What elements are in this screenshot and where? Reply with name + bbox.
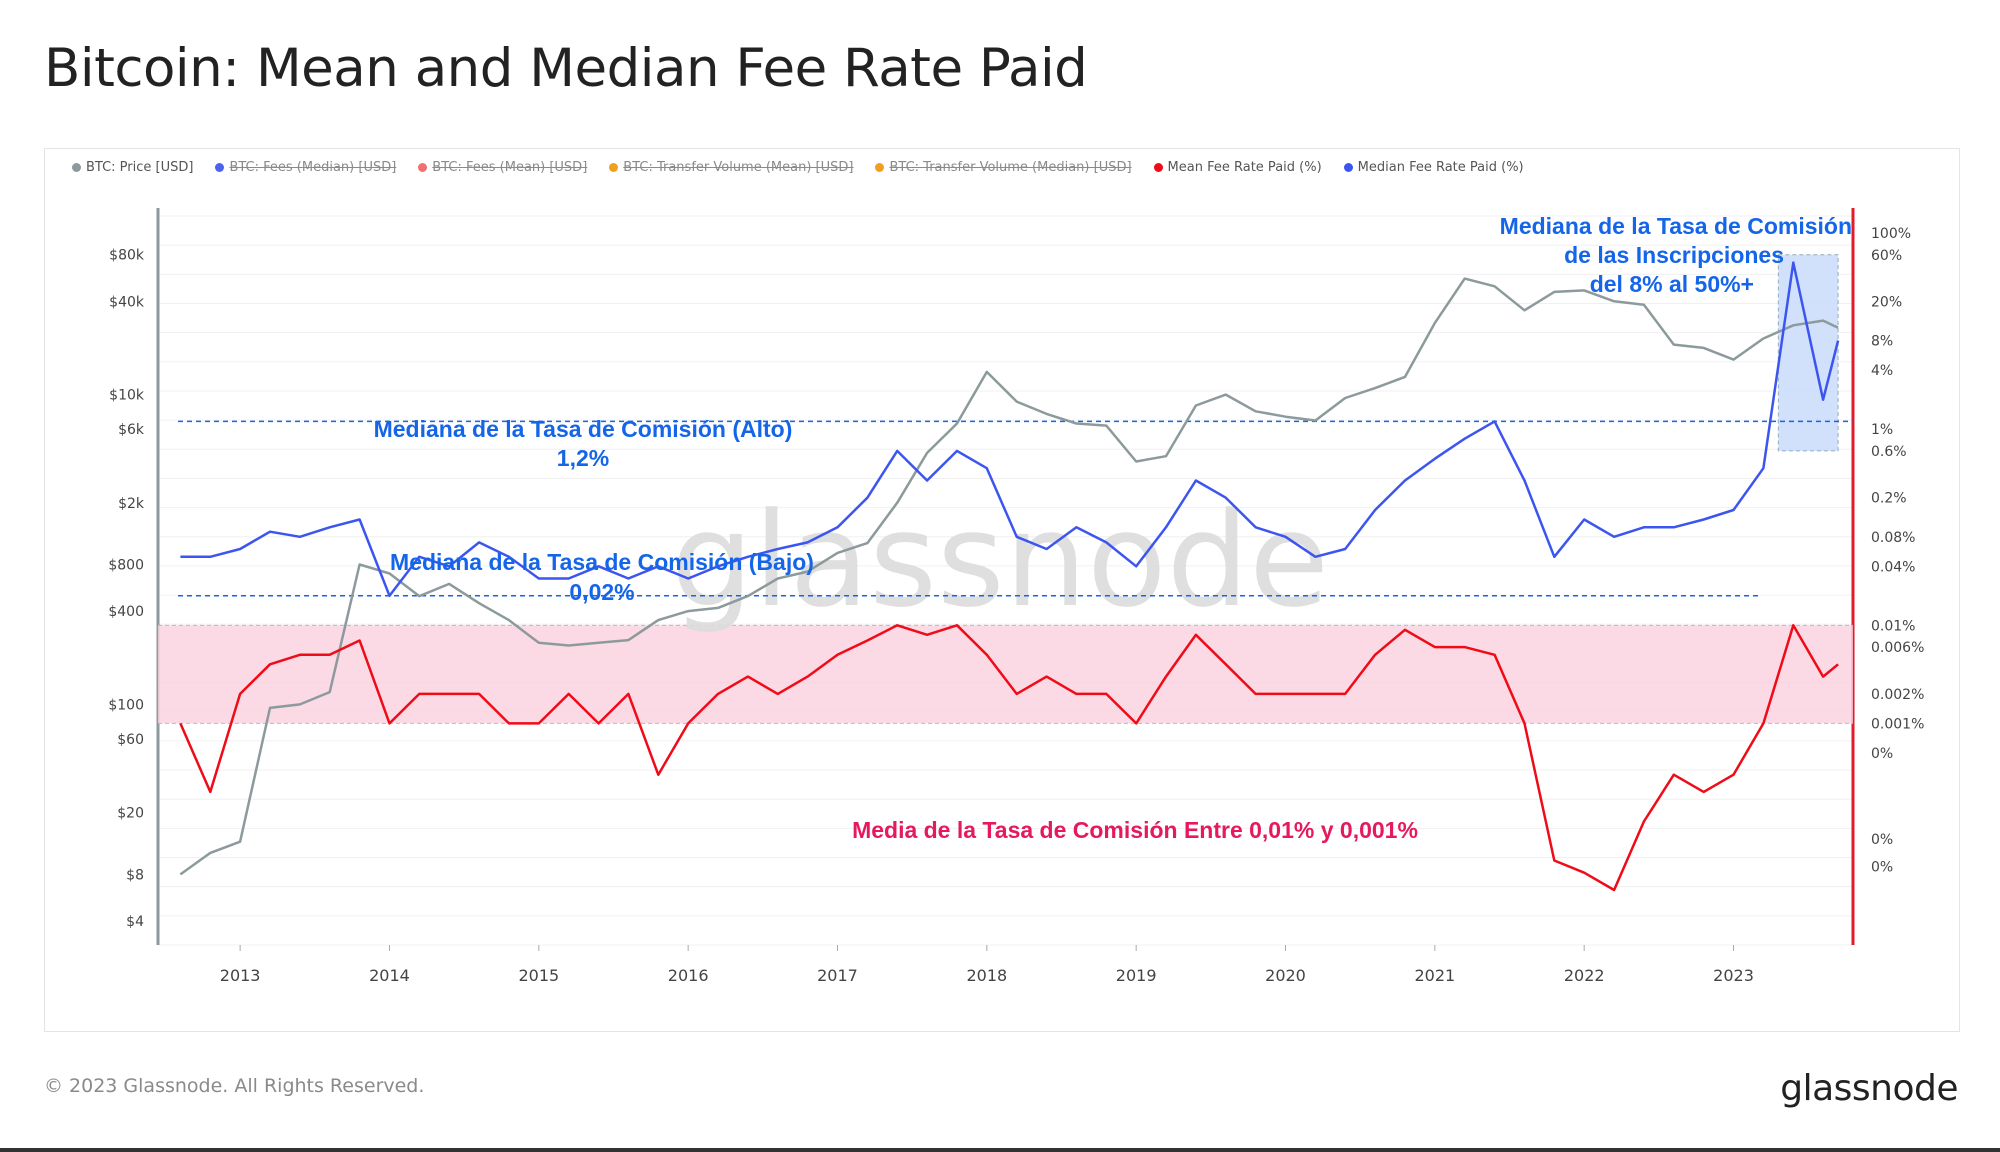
right-tick-label: 0.6% bbox=[1871, 444, 1907, 460]
right-tick-label: 0.2% bbox=[1871, 491, 1907, 507]
legend-dot-icon bbox=[1153, 163, 1163, 172]
left-tick-label: $800 bbox=[108, 558, 144, 574]
x-tick-label: 2021 bbox=[1414, 966, 1455, 985]
right-tick-label: 8% bbox=[1871, 334, 1893, 350]
x-tick-label: 2013 bbox=[220, 966, 261, 985]
x-tick-label: 2018 bbox=[966, 966, 1007, 985]
legend-dot-icon bbox=[609, 163, 619, 172]
legend-dot-icon bbox=[72, 163, 81, 172]
x-tick-label: 2015 bbox=[518, 966, 559, 985]
x-tick-label: 2017 bbox=[817, 966, 858, 985]
left-tick-label: $2k bbox=[118, 496, 145, 512]
left-tick-label: $100 bbox=[108, 697, 144, 713]
right-tick-label: 0% bbox=[1871, 746, 1893, 762]
right-tick-label: 0.001% bbox=[1871, 716, 1924, 732]
right-tick-label: 60% bbox=[1871, 248, 1902, 264]
legend-label: Mean Fee Rate Paid (%) bbox=[1167, 160, 1322, 175]
legend-dot-icon bbox=[875, 163, 885, 172]
legend-label: BTC: Price [USD] bbox=[86, 160, 194, 175]
right-tick-label: 20% bbox=[1871, 295, 1902, 311]
left-tick-label: $80k bbox=[109, 248, 145, 264]
inscriptions-label-line1: Mediana de la Tasa de Comisión bbox=[1500, 213, 1852, 239]
right-tick-label: 0.006% bbox=[1871, 640, 1924, 656]
legend-item-price[interactable]: BTC: Price [USD] bbox=[72, 160, 193, 175]
median-high-label: Mediana de la Tasa de Comisión (Alto) bbox=[374, 416, 793, 442]
left-tick-label: $20 bbox=[117, 806, 144, 822]
legend-item-fees-median[interactable]: BTC: Fees (Median) [USD] bbox=[215, 160, 396, 175]
left-tick-label: $6k bbox=[118, 422, 145, 438]
legend-item-volume-median[interactable]: BTC: Transfer Volume (Median) [USD] bbox=[875, 160, 1132, 175]
legend-label: Median Fee Rate Paid (%) bbox=[1357, 160, 1524, 175]
chart-legend: BTC: Price [USD] BTC: Fees (Median) [USD… bbox=[72, 160, 1524, 175]
x-tick-label: 2014 bbox=[369, 966, 410, 985]
bottom-rule bbox=[0, 1148, 2000, 1152]
inscriptions-label-line2: de las Inscripciones bbox=[1564, 242, 1784, 268]
legend-label: BTC: Transfer Volume (Mean) [USD] bbox=[623, 160, 854, 175]
median-low-label: Mediana de la Tasa de Comisión (Bajo) bbox=[390, 549, 814, 575]
right-tick-label: 1% bbox=[1871, 422, 1893, 438]
legend-label: BTC: Fees (Median) [USD] bbox=[229, 160, 397, 175]
legend-item-median-fee-rate[interactable]: Median Fee Rate Paid (%) bbox=[1343, 160, 1524, 175]
legend-item-mean-fee-rate[interactable]: Mean Fee Rate Paid (%) bbox=[1153, 160, 1322, 175]
page-title: Bitcoin: Mean and Median Fee Rate Paid bbox=[44, 38, 1088, 99]
left-tick-label: $60 bbox=[117, 732, 144, 748]
legend-label: BTC: Transfer Volume (Median) [USD] bbox=[889, 160, 1132, 175]
inscriptions-highlight-box bbox=[1777, 254, 1839, 452]
median-high-value: 1,2% bbox=[557, 445, 609, 471]
x-tick-label: 2019 bbox=[1116, 966, 1157, 985]
right-tick-label: 0.002% bbox=[1871, 687, 1924, 703]
mean-band-highlight bbox=[158, 625, 1853, 724]
x-tick-label: 2020 bbox=[1265, 966, 1306, 985]
price-series-line bbox=[179, 277, 1839, 876]
chart-frame bbox=[44, 148, 1960, 1032]
legend-dot-icon bbox=[1343, 163, 1353, 172]
right-tick-label: 0.08% bbox=[1871, 530, 1915, 546]
right-tick-label: 0.04% bbox=[1871, 559, 1915, 575]
x-tick-label: 2016 bbox=[668, 966, 709, 985]
x-tick-label: 2023 bbox=[1713, 966, 1754, 985]
mean-fee-rate-line bbox=[179, 624, 1839, 892]
median-fee-rate-line bbox=[180, 261, 1840, 598]
left-tick-label: $40k bbox=[109, 294, 145, 310]
legend-item-fees-mean[interactable]: BTC: Fees (Mean) [USD] bbox=[418, 160, 587, 175]
left-tick-label: $4 bbox=[126, 914, 144, 930]
legend-dot-icon bbox=[215, 163, 225, 172]
legend-dot-icon bbox=[418, 163, 428, 172]
left-tick-label: $10k bbox=[109, 388, 145, 404]
copyright-text: © 2023 Glassnode. All Rights Reserved. bbox=[44, 1075, 425, 1097]
right-tick-label: 0.01% bbox=[1871, 618, 1915, 634]
mean-band-label: Media de la Tasa de Comisión Entre 0,01%… bbox=[852, 817, 1418, 843]
left-tick-label: $400 bbox=[108, 604, 144, 620]
legend-label: BTC: Fees (Mean) [USD] bbox=[432, 160, 588, 175]
x-tick-label: 2022 bbox=[1564, 966, 1605, 985]
right-tick-label: 4% bbox=[1871, 363, 1893, 379]
glassnode-logo: glassnode bbox=[1780, 1068, 1958, 1109]
legend-item-volume-mean[interactable]: BTC: Transfer Volume (Mean) [USD] bbox=[609, 160, 853, 175]
inscriptions-label-line3: del 8% al 50%+ bbox=[1590, 271, 1754, 297]
right-tick-label: 0% bbox=[1871, 832, 1893, 848]
right-tick-label: 0% bbox=[1871, 859, 1893, 875]
watermark-text: glassnode bbox=[671, 484, 1329, 636]
right-tick-label: 100% bbox=[1871, 226, 1911, 242]
median-low-value: 0,02% bbox=[569, 579, 634, 605]
left-tick-label: $8 bbox=[126, 867, 144, 883]
